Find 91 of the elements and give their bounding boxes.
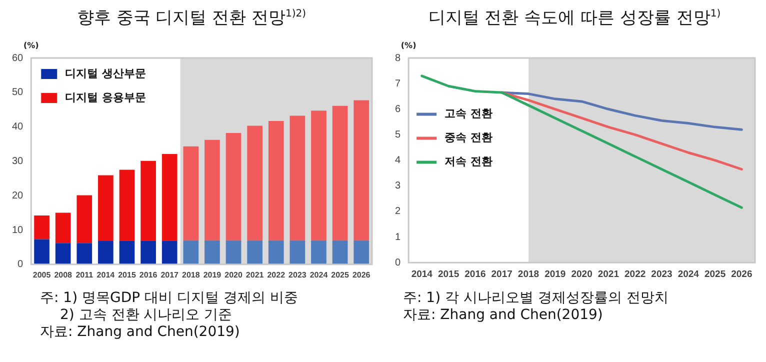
y-tick-label: 50 [12,87,24,98]
y-tick-label: 7 [395,78,401,90]
bar [119,170,135,241]
x-tick-label: 2017 [491,268,512,280]
bar [290,240,306,264]
bar [226,132,242,240]
bar [162,154,178,241]
bar [332,240,348,264]
y-tick-label: 3 [395,180,401,192]
x-tick-label: 2023 [651,268,672,280]
bar [76,195,92,244]
x-tick-label: 2022 [267,270,286,280]
x-tick-label: 2016 [464,268,486,280]
legend-label: 고속 전환 [444,107,492,120]
y-tick-label: 5 [395,129,401,140]
bar [311,110,326,240]
bar [76,243,92,264]
x-tick-label: 2016 [139,270,158,280]
x-tick-label: 2014 [96,270,116,280]
x-tick-label: 2021 [246,270,264,280]
x-tick-label: 2026 [352,270,371,280]
bar [55,243,71,264]
y-tick-label: 8 [395,52,401,64]
legend-label: 저속 전환 [444,155,492,168]
y-tick-label: 2 [395,206,401,218]
x-tick-label: 2015 [118,270,136,280]
x-tick-label: 2005 [32,270,52,280]
y-tick-label: 20 [12,190,24,202]
y-tick-label: 6 [395,104,401,115]
bar [183,240,199,264]
text: 자료: Zhang and Chen(2019) [40,324,241,341]
chart-title: 향후 중국 디지털 전환 전망$^{1)2)}$ [76,7,308,29]
x-tick-label: 2022 [624,268,646,280]
bar [268,120,284,240]
bar [247,126,262,240]
legend-label: 디지털 응용부문 [65,90,146,104]
x-tick-label: 2019 [203,270,222,280]
x-tick-label: 2017 [160,270,180,280]
y-tick-label: 30 [12,156,24,167]
bar [34,216,50,240]
x-tick-label: 2019 [544,268,566,280]
bar [332,106,348,240]
text: 주: 1) 명목GDP 대비 디지털 경제의 비중 [40,290,298,306]
bar [183,146,199,240]
text: 2) 고속 전환 시나리오 기준 [60,307,232,323]
text: 자료: Zhang and Chen(2019) [403,307,604,324]
x-tick-label: 2024 [678,268,700,280]
bar [354,240,370,264]
x-tick-label: 2015 [438,268,460,280]
bar [55,212,71,244]
bar [34,239,50,264]
x-tick-label: 2014 [411,268,434,280]
y-tick-label: 1 [395,232,401,243]
chart-title: 디지털 전환 속도에 따른 성장률 전망$^{1)}$ [427,7,722,29]
x-tick-label: 2026 [731,268,752,280]
y-tick-label: 40 [12,122,24,133]
x-tick-label: 2020 [224,270,243,280]
y-tick-label: 60 [12,52,24,64]
y-axis-title: (%) [400,41,416,50]
x-tick-label: 2020 [571,268,592,280]
x-tick-label: 2025 [704,268,726,280]
bar [98,175,114,242]
bar [268,240,284,264]
y-tick-label: 10 [12,224,24,236]
bar [119,240,135,264]
bar [247,240,262,264]
bar [204,140,220,240]
y-tick-label: 0 [395,257,401,268]
bar [226,240,242,264]
x-tick-label: 2011 [76,270,94,280]
y-tick-label: 4 [395,155,401,166]
bar [311,240,326,264]
bar [354,100,370,240]
bar [290,116,306,240]
legend-label: 중속 전환 [444,131,492,144]
y-tick-label: 0 [18,259,24,270]
x-tick-label: 2018 [518,268,540,280]
bar [204,240,220,264]
bar [140,160,156,241]
x-tick-label: 2021 [598,268,620,280]
legend-label: 디지털 생산부문 [65,66,146,80]
x-tick-label: 2024 [310,270,328,280]
x-tick-label: 2023 [288,270,307,280]
bar [162,240,178,264]
text: 주: 1) 각 시나리오별 경제성장률의 전망치 [403,290,670,307]
x-tick-label: 2018 [182,270,200,280]
bar [98,241,114,264]
y-axis-title: (%) [23,41,39,50]
x-tick-label: 2008 [54,270,73,280]
bar [140,240,156,264]
x-tick-label: 2025 [331,270,350,280]
